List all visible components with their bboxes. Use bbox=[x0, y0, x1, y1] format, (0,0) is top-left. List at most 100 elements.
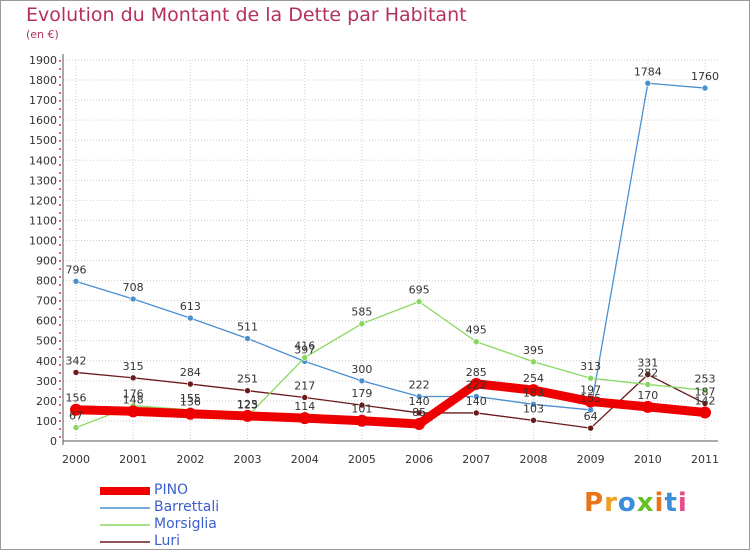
data-label-barrettali-2001: 708 bbox=[123, 281, 144, 294]
point-barrettali-2000 bbox=[72, 278, 80, 285]
data-label-morsiglia-2004: 416 bbox=[294, 340, 315, 353]
point-pino-2002 bbox=[184, 407, 197, 420]
point-luri-2011 bbox=[701, 400, 709, 407]
chart-subtitle: (en €) bbox=[26, 28, 59, 41]
series-line-barrettali bbox=[75, 82, 706, 411]
point-luri-2006 bbox=[415, 409, 423, 417]
x-tick-label-2005: 2005 bbox=[348, 453, 376, 466]
data-label-pino-2009: 197 bbox=[580, 383, 601, 396]
point-pino-2000 bbox=[70, 403, 82, 416]
point-luri-2007 bbox=[472, 409, 480, 417]
x-tick-label-2001: 2001 bbox=[119, 453, 147, 466]
point-pino-2011 bbox=[699, 406, 711, 419]
x-tick-label-2003: 2003 bbox=[234, 453, 262, 466]
x-tick-label-2009: 2009 bbox=[577, 453, 605, 466]
y-tick-label-700: 700 bbox=[36, 295, 57, 308]
data-label-morsiglia-2008: 395 bbox=[523, 344, 544, 357]
data-label-pino-2011: 142 bbox=[695, 395, 716, 408]
y-tick-label-900: 900 bbox=[36, 255, 57, 268]
point-barrettali-2006 bbox=[415, 393, 423, 400]
data-label-pino-2000: 156 bbox=[66, 392, 87, 405]
data-label-morsiglia-2006: 695 bbox=[409, 284, 430, 297]
legend-label-pino: PINO bbox=[154, 482, 189, 498]
data-label-morsiglia-2011: 253 bbox=[695, 372, 716, 385]
y-tick-label-300: 300 bbox=[36, 375, 57, 388]
data-label-pino-2004: 114 bbox=[294, 400, 315, 413]
proxiti-logo: Proxiti bbox=[584, 488, 688, 518]
point-morsiglia-2007 bbox=[472, 338, 480, 346]
data-label-luri-2009: 64 bbox=[584, 410, 598, 423]
plot-area bbox=[63, 60, 718, 441]
data-label-barrettali-2006: 222 bbox=[409, 378, 430, 391]
y-tick-label-200: 200 bbox=[36, 395, 57, 408]
point-luri-2003 bbox=[244, 387, 251, 394]
point-barrettali-2008 bbox=[530, 401, 537, 408]
legend-label-barrettali: Barrettali bbox=[154, 499, 220, 515]
y-tick-label-1700: 1700 bbox=[29, 94, 57, 107]
data-label-barrettali-2000: 796 bbox=[66, 263, 87, 276]
logo-letter: t bbox=[664, 488, 678, 518]
logo-letter: o bbox=[617, 488, 637, 518]
data-label-luri-2011: 187 bbox=[695, 386, 716, 399]
point-morsiglia-2011 bbox=[701, 386, 709, 394]
point-barrettali-2003 bbox=[244, 335, 251, 342]
data-label-barrettali-2008: 183 bbox=[523, 386, 544, 399]
data-label-luri-2010: 331 bbox=[637, 357, 658, 370]
x-tick-label-2006: 2006 bbox=[405, 453, 433, 466]
y-tick-label-400: 400 bbox=[36, 355, 57, 368]
data-label-pino-2008: 254 bbox=[523, 372, 544, 385]
point-barrettali-2011 bbox=[701, 84, 709, 92]
y-tick-label-500: 500 bbox=[36, 335, 57, 348]
point-barrettali-2002 bbox=[187, 314, 194, 322]
logo-letter: x bbox=[636, 488, 655, 518]
point-luri-2001 bbox=[129, 374, 137, 382]
data-label-pino-2001: 148 bbox=[123, 393, 144, 406]
y-tick-label-1000: 1000 bbox=[29, 234, 57, 247]
point-barrettali-2007 bbox=[472, 393, 480, 400]
x-tick-label-2008: 2008 bbox=[519, 453, 547, 466]
point-pino-2004 bbox=[298, 412, 311, 425]
point-luri-2000 bbox=[72, 369, 80, 376]
data-label-pino-2003: 125 bbox=[237, 398, 258, 411]
data-label-luri-2004: 217 bbox=[294, 379, 315, 392]
y-tick-label-1200: 1200 bbox=[29, 194, 57, 207]
logo-letter: P bbox=[584, 488, 605, 518]
point-morsiglia-2008 bbox=[530, 358, 537, 366]
data-label-barrettali-2007: 222 bbox=[466, 378, 487, 391]
x-tick-label-2011: 2011 bbox=[691, 453, 719, 466]
data-label-barrettali-2002: 613 bbox=[180, 300, 201, 313]
y-tick-label-800: 800 bbox=[36, 275, 57, 288]
point-barrettali-2005 bbox=[358, 377, 366, 385]
y-tick-label-1100: 1100 bbox=[29, 214, 57, 227]
data-label-morsiglia-2005: 585 bbox=[351, 306, 372, 319]
point-luri-2002 bbox=[187, 380, 194, 388]
data-label-pino-2005: 101 bbox=[351, 403, 372, 416]
point-morsiglia-2009 bbox=[587, 374, 594, 382]
point-luri-2009 bbox=[587, 424, 594, 432]
point-barrettali-2001 bbox=[129, 295, 137, 303]
data-label-morsiglia-2002: 155 bbox=[180, 392, 201, 405]
data-label-morsiglia-2007: 495 bbox=[466, 324, 487, 337]
logo-letter: i bbox=[677, 488, 688, 518]
y-tick-label-1300: 1300 bbox=[29, 174, 57, 187]
data-label-luri-2007: 140 bbox=[466, 395, 487, 408]
y-tick-label-1400: 1400 bbox=[29, 154, 57, 167]
point-pino-2006 bbox=[413, 417, 426, 430]
data-label-morsiglia-2009: 313 bbox=[580, 360, 601, 373]
data-label-luri-2003: 251 bbox=[237, 373, 258, 386]
legend-label-morsiglia: Morsiglia bbox=[154, 516, 217, 532]
data-label-morsiglia-2000: 67 bbox=[69, 410, 83, 423]
data-label-barrettali-2009: 155 bbox=[580, 392, 601, 405]
logo-letter: i bbox=[654, 488, 665, 518]
data-label-luri-2006: 140 bbox=[409, 395, 430, 408]
point-morsiglia-2006 bbox=[415, 298, 423, 305]
data-label-luri-2001: 315 bbox=[123, 360, 144, 373]
data-label-pino-2007: 285 bbox=[466, 366, 487, 379]
point-morsiglia-2005 bbox=[358, 320, 366, 327]
data-label-pino-2002: 136 bbox=[180, 396, 201, 409]
point-morsiglia-2010 bbox=[644, 381, 652, 388]
point-morsiglia-2004 bbox=[301, 354, 309, 361]
data-label-morsiglia-2010: 282 bbox=[637, 366, 658, 379]
x-tick-label-2002: 2002 bbox=[176, 453, 204, 466]
